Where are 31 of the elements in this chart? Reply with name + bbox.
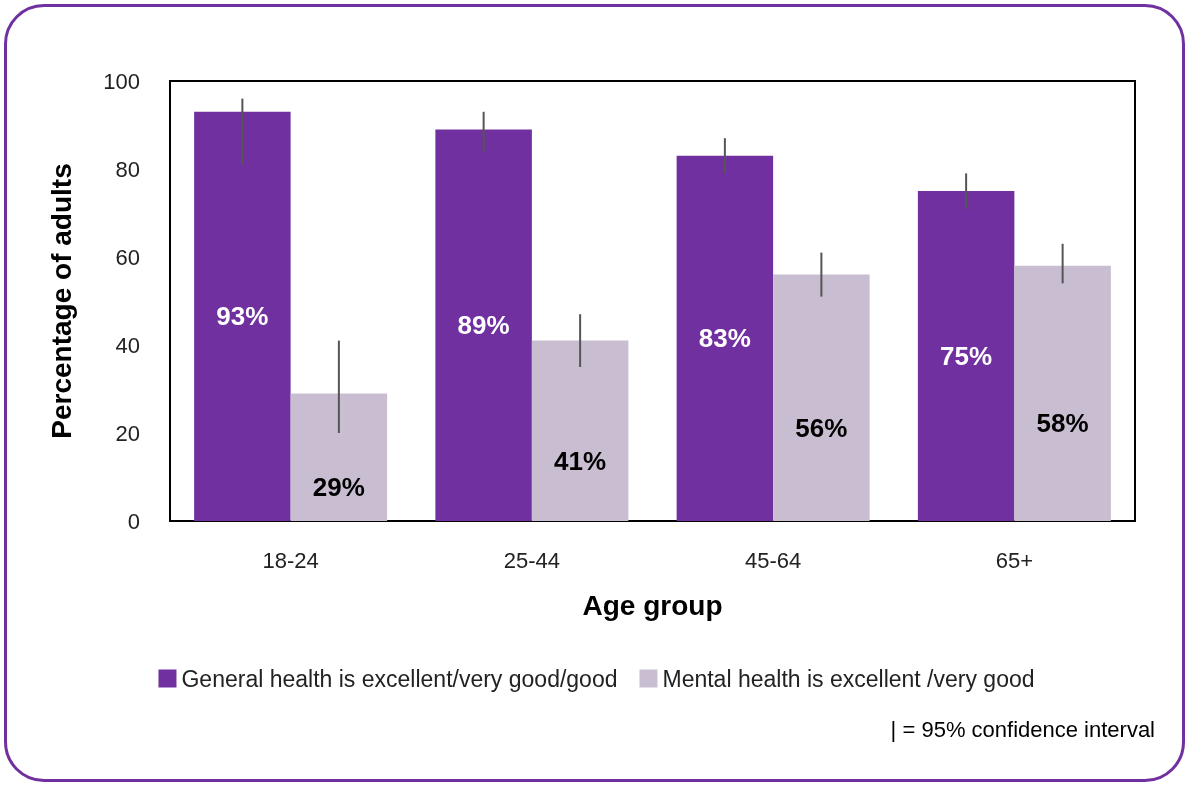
y-tick-label: 20	[115, 420, 140, 446]
bar	[917, 191, 1015, 521]
bar	[773, 274, 870, 521]
y-tick-label: 80	[115, 156, 140, 182]
y-tick-label: 0	[127, 508, 140, 534]
text: | = 95% confidence interval	[890, 716, 1156, 742]
y-tick-label: 60	[115, 244, 140, 270]
x-axis-title: Age group	[582, 589, 723, 621]
data-label: 93%	[216, 301, 269, 332]
x-tick-label: 45-64	[744, 547, 802, 573]
data-label: 58%	[1036, 408, 1089, 439]
data-label: 29%	[312, 472, 365, 503]
legend-label: Mental health is excellent /very good	[662, 665, 1035, 692]
legend-label: General health is excellent/very good/good	[181, 665, 618, 692]
x-tick-label: 18-24	[262, 547, 319, 573]
bar	[1014, 265, 1111, 521]
y-tick-label: 100	[103, 68, 140, 94]
bar	[676, 155, 774, 521]
data-label: 83%	[698, 323, 751, 354]
data-label: 89%	[457, 310, 510, 341]
y-axis-title: Percentage of adults	[45, 163, 77, 439]
bar	[435, 129, 532, 521]
x-tick-label: 65+	[995, 547, 1034, 573]
data-label: 41%	[554, 445, 607, 476]
x-tick-label: 25-44	[503, 547, 561, 573]
data-label: 75%	[940, 341, 993, 371]
bar	[290, 393, 388, 521]
data-label: 56%	[795, 412, 848, 443]
bar	[531, 340, 629, 521]
bar	[194, 111, 291, 521]
y-tick-label: 40	[115, 332, 140, 358]
